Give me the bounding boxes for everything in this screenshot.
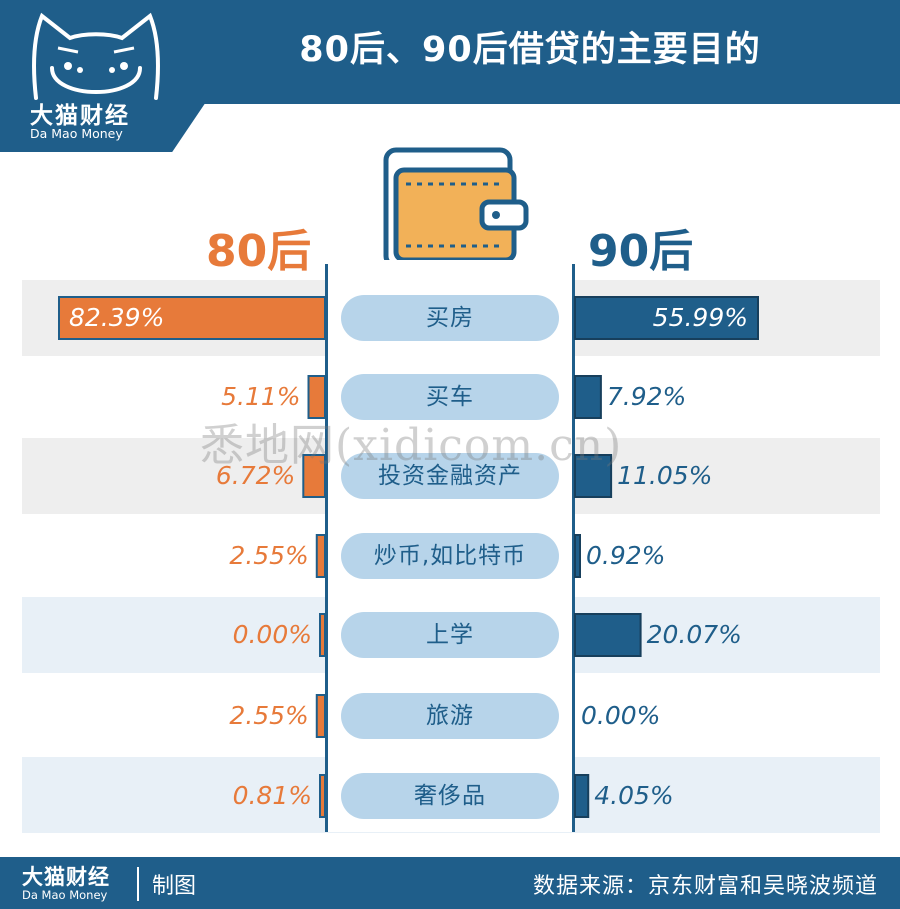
footer-credit: 制图 xyxy=(152,874,197,899)
series-label-90s: 90后 xyxy=(588,226,694,277)
value-label-90s: 7.92% xyxy=(606,382,687,411)
value-label-80s: 82.39% xyxy=(69,303,165,332)
footer-bar: 大猫财经 Da Mao Money 制图 数据来源：京东财富和吴晓波频道 xyxy=(0,857,900,909)
bar-90s xyxy=(574,613,642,657)
bar-80s xyxy=(319,613,326,657)
value-label-80s: 2.55% xyxy=(229,701,309,730)
category-label: 买车 xyxy=(341,374,559,420)
bar-80s xyxy=(315,694,327,738)
value-label-90s: 20.07% xyxy=(646,620,742,649)
bar-80s xyxy=(58,296,326,340)
category-label: 旅游 xyxy=(341,693,559,739)
watermark: 悉地网(xidicom.cn) xyxy=(200,420,623,471)
category-label: 买房 xyxy=(341,295,559,341)
bar-80s xyxy=(307,375,327,419)
footer-brand-cn: 大猫财经 xyxy=(22,865,110,889)
value-label-90s: 0.92% xyxy=(586,541,666,570)
cat-face-icon xyxy=(32,12,160,100)
value-label-90s: 0.00% xyxy=(581,701,661,730)
bar-90s xyxy=(574,534,581,578)
bar-80s xyxy=(302,454,327,498)
data-source: 数据来源：京东财富和吴晓波频道 xyxy=(532,874,878,899)
brand-logo: 大猫财经 Da Mao Money xyxy=(0,0,205,152)
footer-brand-en: Da Mao Money xyxy=(22,888,108,902)
brand-name-cn: 大猫财经 xyxy=(30,103,130,129)
brand-name-en: Da Mao Money xyxy=(30,126,123,141)
category-label: 上学 xyxy=(341,612,559,658)
value-label-90s: 11.05% xyxy=(617,461,713,490)
axis-line-right xyxy=(572,264,575,832)
bar-90s xyxy=(574,296,759,340)
category-label: 投资金融资产 xyxy=(341,453,559,499)
category-label: 炒币,如比特币 xyxy=(341,533,559,579)
bar-90s xyxy=(574,375,602,419)
value-label-80s: 2.55% xyxy=(229,541,309,570)
footer-divider xyxy=(137,867,139,901)
bar-90s xyxy=(574,774,590,818)
value-label-80s: 5.11% xyxy=(221,382,301,411)
value-label-90s: 4.05% xyxy=(594,781,674,810)
value-label-80s: 0.81% xyxy=(232,781,312,810)
bar-80s xyxy=(315,534,327,578)
value-label-80s: 0.00% xyxy=(232,620,312,649)
series-label-80s: 80后 xyxy=(206,226,312,277)
page-title: 80后、90后借贷的主要目的 xyxy=(299,30,761,70)
category-label: 奢侈品 xyxy=(341,773,559,819)
bar-90s xyxy=(574,454,613,498)
value-label-80s: 6.72% xyxy=(215,461,296,490)
axis-line-left xyxy=(325,264,328,832)
bar-80s xyxy=(319,774,326,818)
value-label-90s: 55.99% xyxy=(652,303,748,332)
